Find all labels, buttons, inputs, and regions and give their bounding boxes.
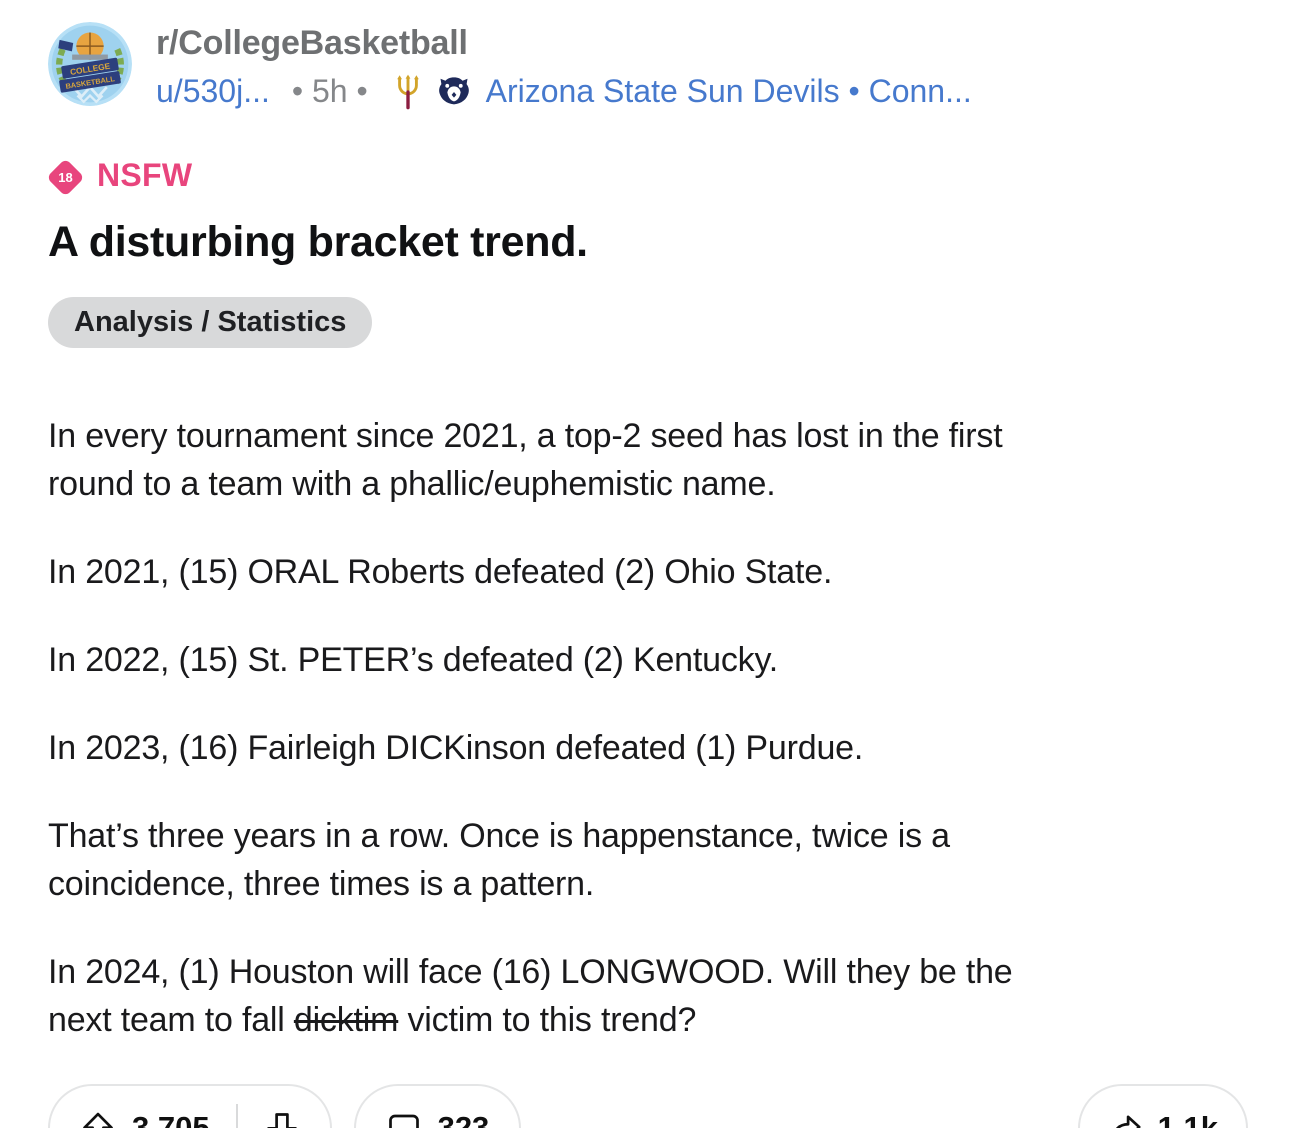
post-title: A disturbing bracket trend. — [48, 218, 588, 266]
user-flair-text[interactable]: Arizona State Sun Devils • Conn... — [485, 73, 972, 109]
upvote-button[interactable] — [80, 1110, 116, 1128]
body-paragraph: In 2023, (16) Fairleigh DICKinson defeat… — [48, 729, 864, 767]
share-count: 1.1k — [1157, 1110, 1218, 1128]
nsfw-label: NSFW — [97, 156, 193, 193]
post-meta-row: u/530j... • 5h • Arizon — [156, 73, 972, 110]
body-paragraph: In 2021, (15) ORAL Roberts defeated (2) … — [48, 553, 833, 591]
body-paragraph: In 2022, (15) St. PETER’s defeated (2) K… — [48, 641, 778, 679]
body-paragraph: That’s three years in a row. Once is hap… — [48, 817, 950, 903]
college-basketball-logo-icon: COLLEGE BASKETBALL — [48, 22, 132, 106]
downvote-arrow-icon — [266, 1113, 297, 1128]
body-paragraph-final: In 2024, (1) Houston will face (16) LONG… — [48, 948, 1248, 1044]
post-timestamp: • 5h • — [291, 73, 368, 109]
nsfw-18-number: 18 — [58, 169, 73, 185]
post-flair-tag[interactable]: Analysis / Statistics — [48, 297, 373, 348]
author-link[interactable]: u/530j... — [156, 73, 270, 109]
vote-pill: 3,705 — [48, 1084, 332, 1128]
final-text-before: In 2024, (1) Houston will face (16) LONG… — [48, 953, 1013, 1039]
comment-bubble-icon — [388, 1114, 419, 1128]
uconn-husky-icon — [438, 76, 469, 104]
post-body: In every tournament since 2021, a top-2 … — [48, 412, 1248, 1044]
final-text-after: victim to this trend? — [398, 1001, 697, 1039]
share-button[interactable]: 1.1k — [1077, 1084, 1248, 1128]
comment-count: 323 — [437, 1110, 490, 1128]
body-paragraph: In every tournament since 2021, a top-2 … — [48, 417, 1003, 503]
vote-divider — [235, 1104, 238, 1128]
nsfw-badge: 18 NSFW — [46, 156, 1248, 197]
post-action-bar: 3,705 323 1.1k — [48, 1084, 1248, 1128]
nsfw-18-icon: 18 — [46, 157, 85, 197]
upvote-arrow-icon — [83, 1112, 113, 1128]
subreddit-avatar[interactable]: COLLEGE BASKETBALL — [48, 22, 132, 106]
share-arrow-icon — [1115, 1115, 1141, 1128]
upvote-count: 3,705 — [132, 1110, 210, 1128]
subreddit-name[interactable]: r/CollegeBasketball — [156, 24, 468, 62]
comments-button[interactable]: 323 — [353, 1084, 522, 1128]
post-header: COLLEGE BASKETBALL r/CollegeBasketball u… — [48, 22, 1248, 110]
header-text: r/CollegeBasketball u/530j... • 5h • — [156, 22, 972, 110]
strikethrough-word: dicktim — [293, 1001, 399, 1039]
asu-pitchfork-icon — [396, 74, 419, 109]
downvote-button[interactable] — [264, 1110, 300, 1128]
